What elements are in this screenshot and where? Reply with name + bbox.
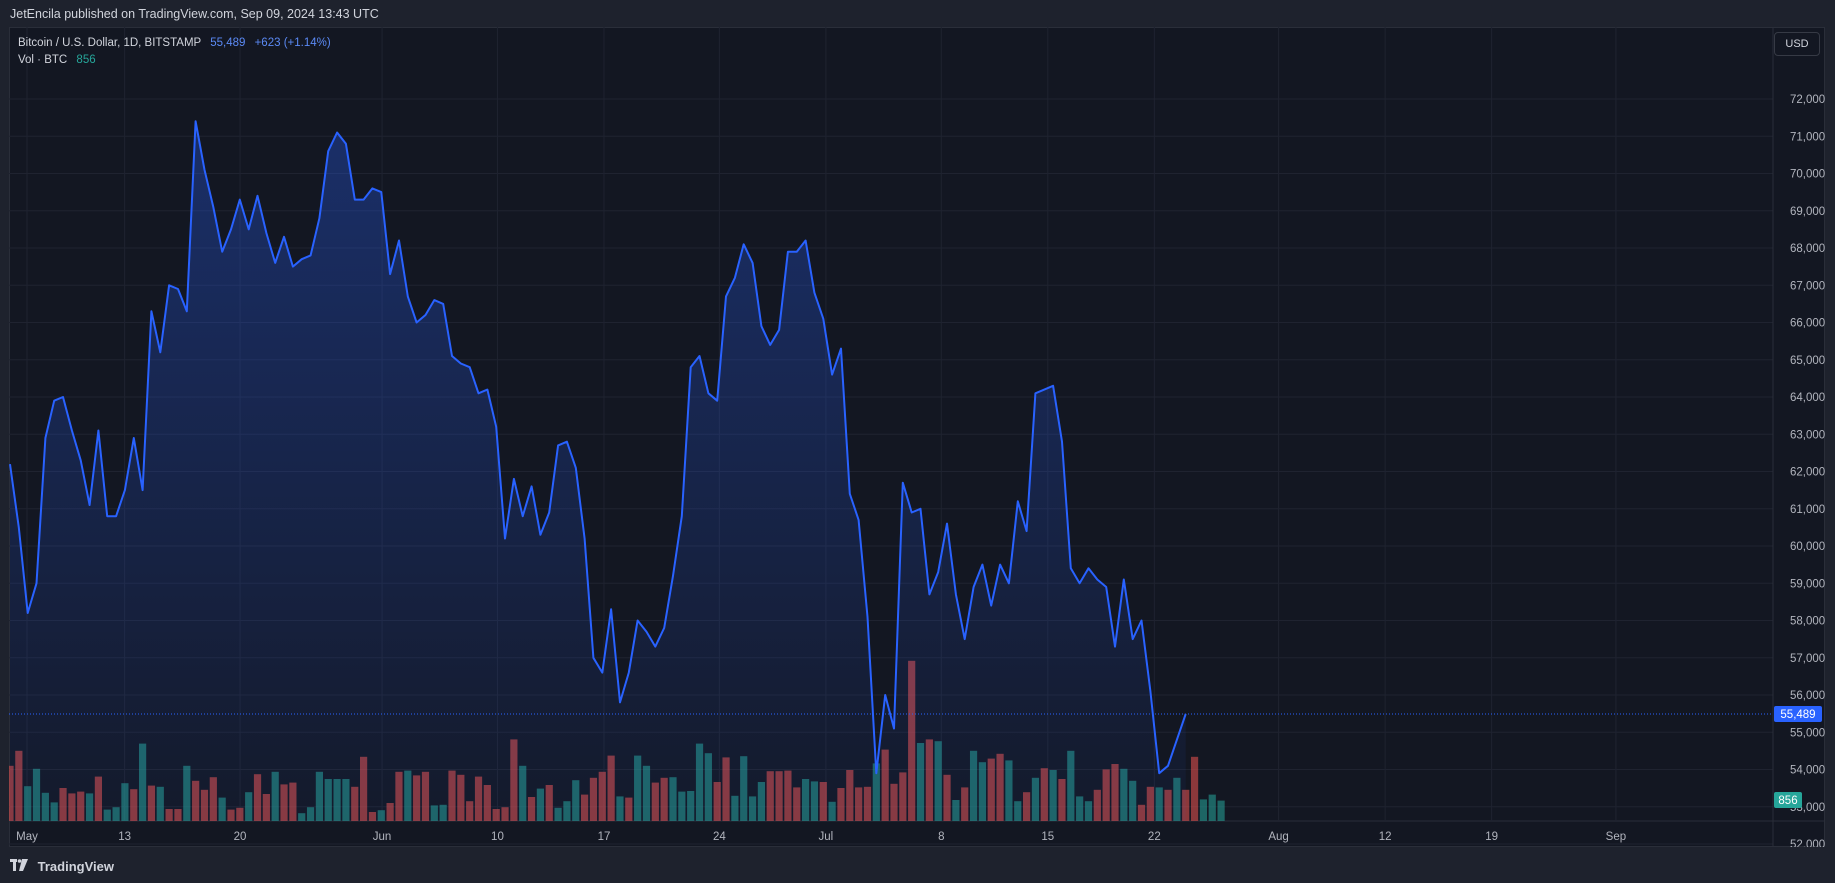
y-tick-label: 71,000 xyxy=(1790,131,1825,143)
y-tick-label: 62,000 xyxy=(1790,467,1825,479)
x-tick-label: 12 xyxy=(1379,831,1392,843)
x-tick-label: May xyxy=(16,831,38,843)
y-tick-label: 68,000 xyxy=(1790,243,1825,255)
y-tick-label: 52,000 xyxy=(1790,839,1825,847)
x-tick-label: 8 xyxy=(938,831,944,843)
volume-bar xyxy=(1199,799,1207,821)
volume-bar xyxy=(1208,794,1216,821)
y-tick-label: 63,000 xyxy=(1790,429,1825,441)
x-tick-label: 15 xyxy=(1041,831,1054,843)
x-tick-label: 24 xyxy=(713,831,726,843)
volume-bar xyxy=(1182,789,1190,821)
x-tick-label: Aug xyxy=(1268,831,1288,843)
publish-header: JetEncila published on TradingView.com, … xyxy=(0,0,1835,28)
x-tick-label: 19 xyxy=(1485,831,1498,843)
y-tick-label: 60,000 xyxy=(1790,541,1825,553)
y-tick-label: 61,000 xyxy=(1790,504,1825,516)
published-text: JetEncila published on TradingView.com, … xyxy=(10,7,379,21)
symbol-title: Bitcoin / U.S. Dollar, 1D, BITSTAMP xyxy=(18,37,201,49)
tradingview-brand[interactable]: TradingView xyxy=(10,850,114,883)
y-tick-label: 69,000 xyxy=(1790,206,1825,218)
y-tick-label: 65,000 xyxy=(1790,355,1825,367)
volume-tag-bg xyxy=(1774,792,1802,808)
y-tick-label: 56,000 xyxy=(1790,690,1825,702)
y-tick-label: 57,000 xyxy=(1790,653,1825,665)
x-tick-label: 17 xyxy=(598,831,611,843)
y-tick-label: 70,000 xyxy=(1790,169,1825,181)
symbol-legend: Bitcoin / U.S. Dollar, 1D, BITSTAMP 55,4… xyxy=(18,35,331,52)
x-tick-label: Jul xyxy=(819,831,834,843)
x-tick-label: Jun xyxy=(373,831,392,843)
last-price: 55,489 xyxy=(210,37,246,49)
currency-button[interactable]: USD xyxy=(1774,32,1820,56)
x-tick-label: 13 xyxy=(118,831,131,843)
y-tick-label: 54,000 xyxy=(1790,765,1825,777)
y-tick-label: 58,000 xyxy=(1790,616,1825,628)
chart-legend: Bitcoin / U.S. Dollar, 1D, BITSTAMP 55,4… xyxy=(18,35,331,69)
footer: TradingView xyxy=(0,850,1835,883)
volume-bar xyxy=(1190,756,1199,821)
volume-value: 856 xyxy=(76,54,96,66)
x-tick-label: Sep xyxy=(1606,831,1626,843)
volume-bar xyxy=(1217,800,1225,821)
y-tick-label: 67,000 xyxy=(1790,280,1825,292)
price-change: +623 (+1.14%) xyxy=(254,37,331,49)
x-tick-label: 22 xyxy=(1148,831,1161,843)
y-tick-label: 66,000 xyxy=(1790,318,1825,330)
y-tick-label: 59,000 xyxy=(1790,578,1825,590)
last-price-tag: 55,489 xyxy=(1780,709,1815,721)
price-area-fill xyxy=(10,121,1186,822)
x-tick-label: 10 xyxy=(491,831,504,843)
volume-legend: Vol · BTC 856 xyxy=(18,52,331,69)
x-tick-label: 20 xyxy=(234,831,247,843)
volume-tag: 856 xyxy=(1778,795,1797,807)
volume-label: Vol · BTC xyxy=(18,54,68,66)
price-line xyxy=(9,120,1187,775)
y-tick-label: 72,000 xyxy=(1790,94,1825,106)
last-price-tag-bg xyxy=(1774,706,1822,723)
brand-name: TradingView xyxy=(37,859,114,874)
price-chart[interactable]: 52,00053,00054,00055,00056,00057,00058,0… xyxy=(9,27,1825,847)
y-tick-label: 64,000 xyxy=(1790,392,1825,404)
tradingview-logo-icon xyxy=(10,850,28,883)
y-tick-label: 55,000 xyxy=(1790,727,1825,739)
